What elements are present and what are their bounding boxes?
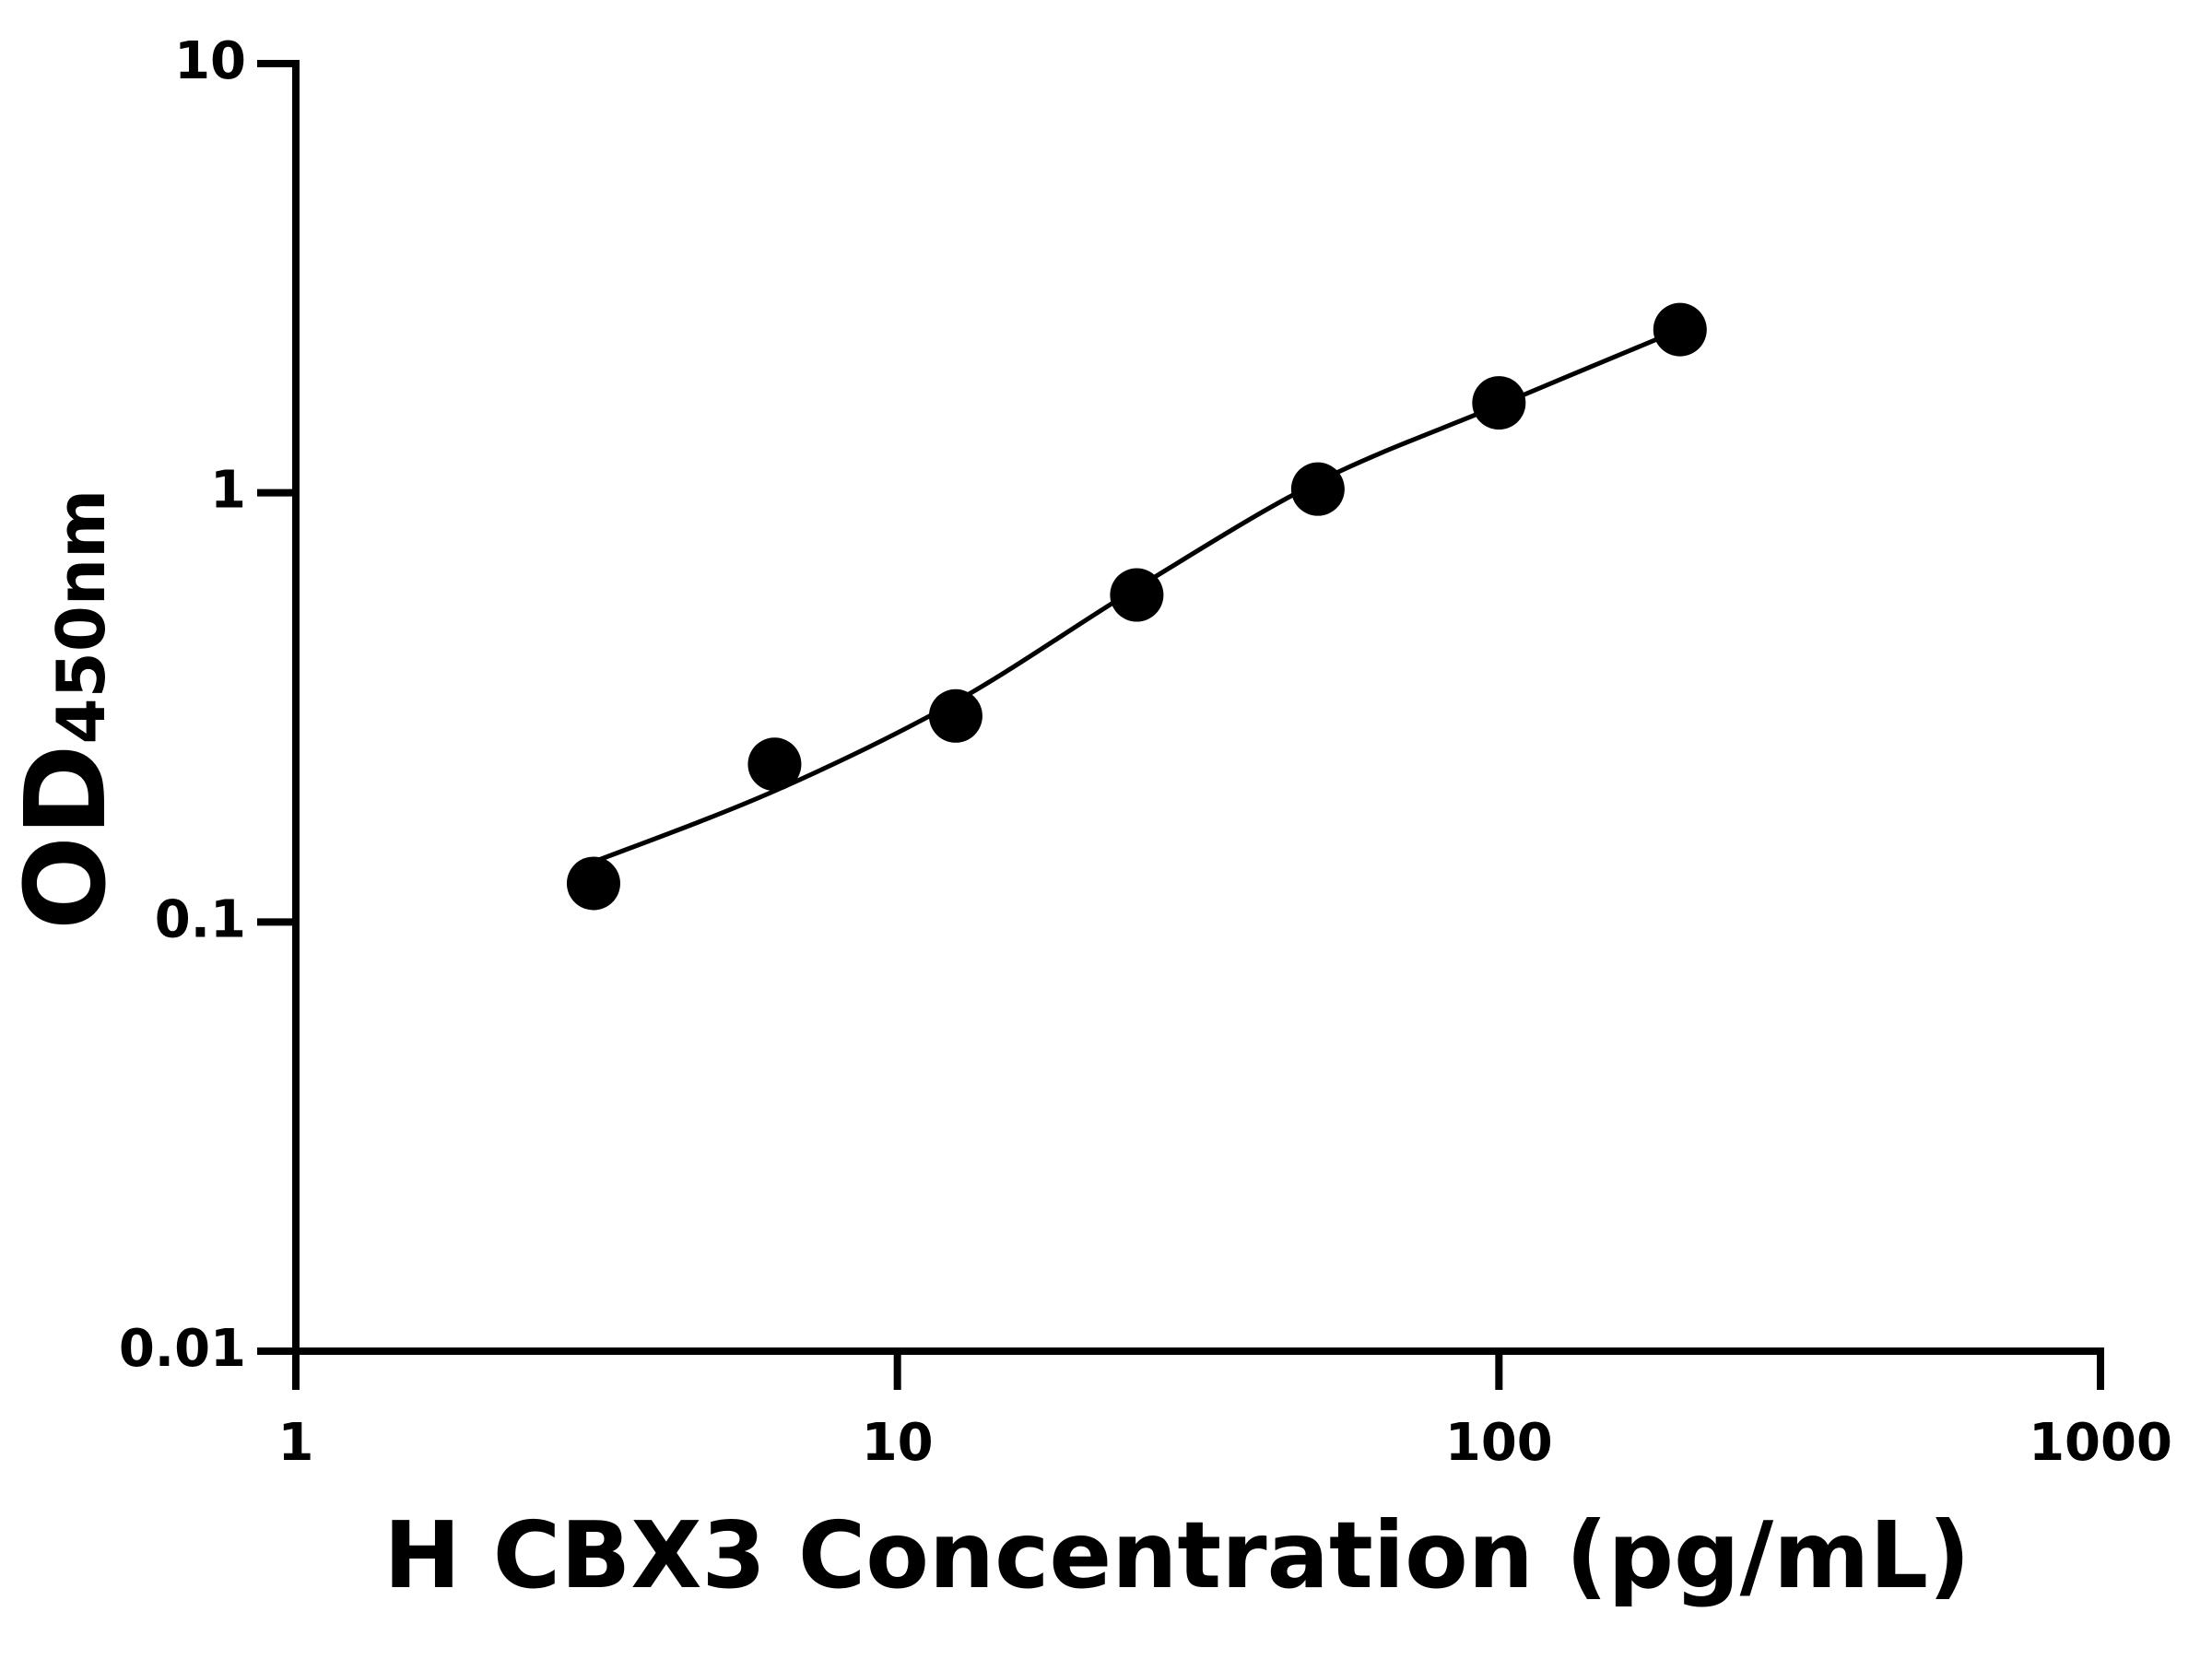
y-axis-title-main: OD [3, 744, 131, 930]
y-tick-label: 1 [210, 461, 246, 521]
data-point [1110, 568, 1164, 622]
y-tick-label: 0.1 [155, 889, 246, 949]
x-tick-label: 1000 [2029, 1413, 2172, 1473]
x-tick-label: 100 [1445, 1413, 1553, 1473]
y-axis-title: OD450nm [3, 489, 131, 930]
data-point [747, 737, 802, 792]
y-axis-title-sub: 450nm [42, 489, 120, 745]
x-axis-title: H CBX3 Concentration (pg/mL) [383, 1501, 1971, 1609]
data-point [566, 856, 620, 911]
y-tick-label: 10 [174, 31, 246, 91]
x-tick-label: 1 [278, 1413, 314, 1473]
x-tick-label: 10 [862, 1413, 934, 1473]
data-point [1472, 376, 1526, 430]
data-point [1653, 302, 1707, 357]
data-point [1290, 462, 1345, 516]
data-point [928, 688, 982, 743]
y-tick-label: 0.01 [119, 1319, 246, 1379]
